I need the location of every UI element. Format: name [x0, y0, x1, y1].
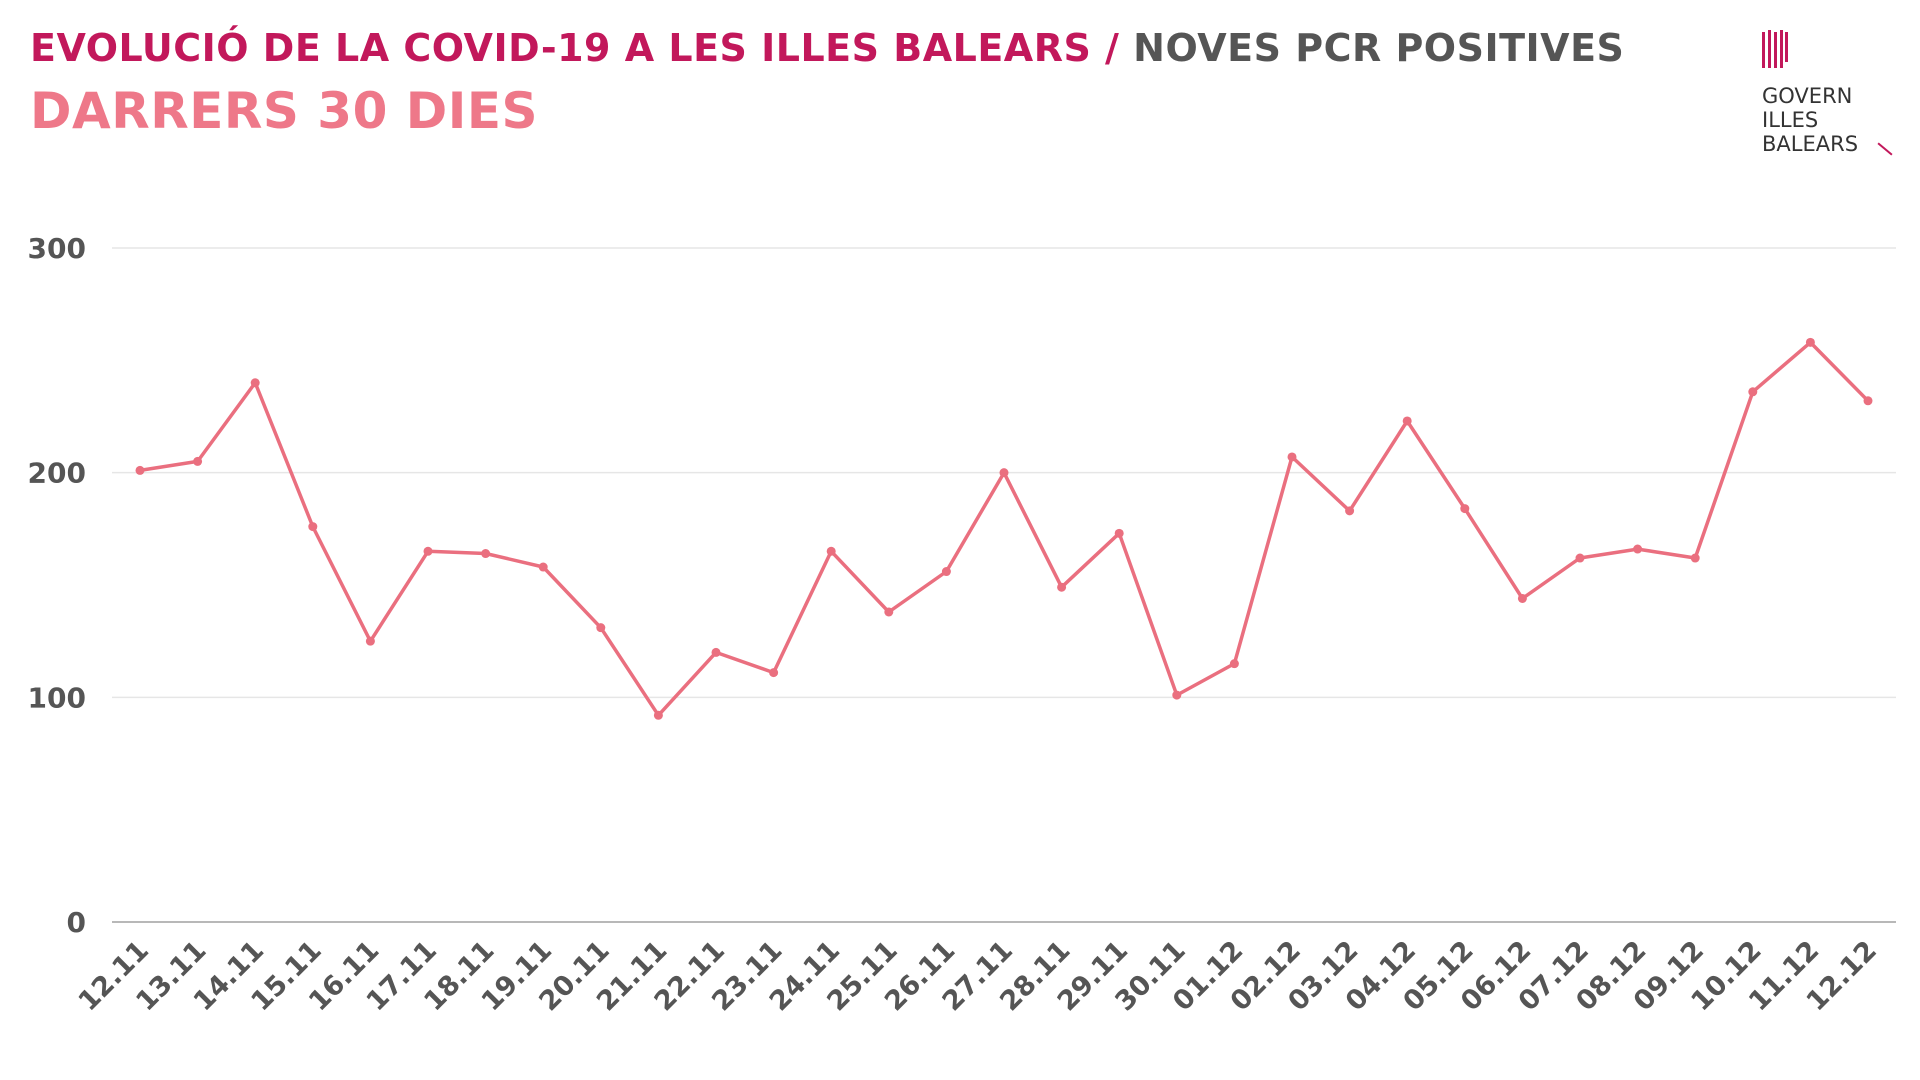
- govern-illes-balears-emblem-icon: [1762, 30, 1788, 68]
- logo-text: GOVERN ILLES BALEARS: [1762, 84, 1893, 156]
- chart-header: EVOLUCIÓ DE LA COVID-19 A LES ILLES BALE…: [30, 22, 1624, 142]
- data-point: [1863, 396, 1873, 406]
- y-tick-label: 200: [28, 457, 86, 490]
- title-primary: EVOLUCIÓ DE LA COVID-19 A LES ILLES BALE…: [30, 26, 1092, 70]
- data-point: [1690, 553, 1700, 563]
- data-point: [250, 378, 260, 388]
- data-point: [826, 546, 836, 556]
- data-point: [308, 522, 318, 532]
- y-tick-label: 100: [28, 681, 86, 714]
- data-point: [769, 668, 779, 678]
- chart-subtitle: DARRERS 30 DIES: [30, 82, 539, 140]
- chart-title: EVOLUCIÓ DE LA COVID-19 A LES ILLES BALE…: [30, 22, 1624, 74]
- data-point: [423, 546, 433, 556]
- govern-logo: GOVERN ILLES BALEARS: [1762, 30, 1893, 156]
- data-point: [135, 465, 145, 475]
- data-point: [999, 468, 1009, 478]
- data-point: [1575, 553, 1585, 563]
- logo-line-3-text: BALEARS: [1762, 132, 1859, 156]
- data-point: [1287, 452, 1297, 462]
- series-line: [139, 340, 1870, 718]
- data-point: [1402, 416, 1412, 426]
- logo-line-3: BALEARS: [1762, 132, 1893, 156]
- y-tick-label: 0: [67, 906, 86, 939]
- logo-line-2: ILLES: [1762, 108, 1819, 132]
- title-secondary: NOVES PCR POSITIVES: [1133, 26, 1625, 70]
- data-point: [193, 456, 203, 466]
- data-point: [941, 567, 951, 577]
- data-point: [538, 562, 548, 572]
- data-point: [1517, 593, 1527, 603]
- logo-line-1: GOVERN: [1762, 84, 1853, 108]
- y-tick-label: 300: [28, 232, 86, 265]
- title-separator: /: [1091, 26, 1134, 70]
- data-point: [1748, 387, 1758, 397]
- data-point: [884, 607, 894, 617]
- data-point: [1633, 544, 1643, 554]
- data-point: [711, 647, 721, 657]
- data-point: [1460, 504, 1470, 514]
- data-point: [365, 636, 375, 646]
- data-point: [653, 710, 663, 720]
- data-point: [1114, 528, 1124, 538]
- data-point: [1057, 582, 1067, 592]
- data-point: [1172, 690, 1182, 700]
- data-point: [1805, 337, 1815, 347]
- data-point: [1229, 659, 1239, 669]
- data-point: [481, 549, 491, 559]
- data-point: [1345, 506, 1355, 516]
- data-point: [596, 623, 606, 633]
